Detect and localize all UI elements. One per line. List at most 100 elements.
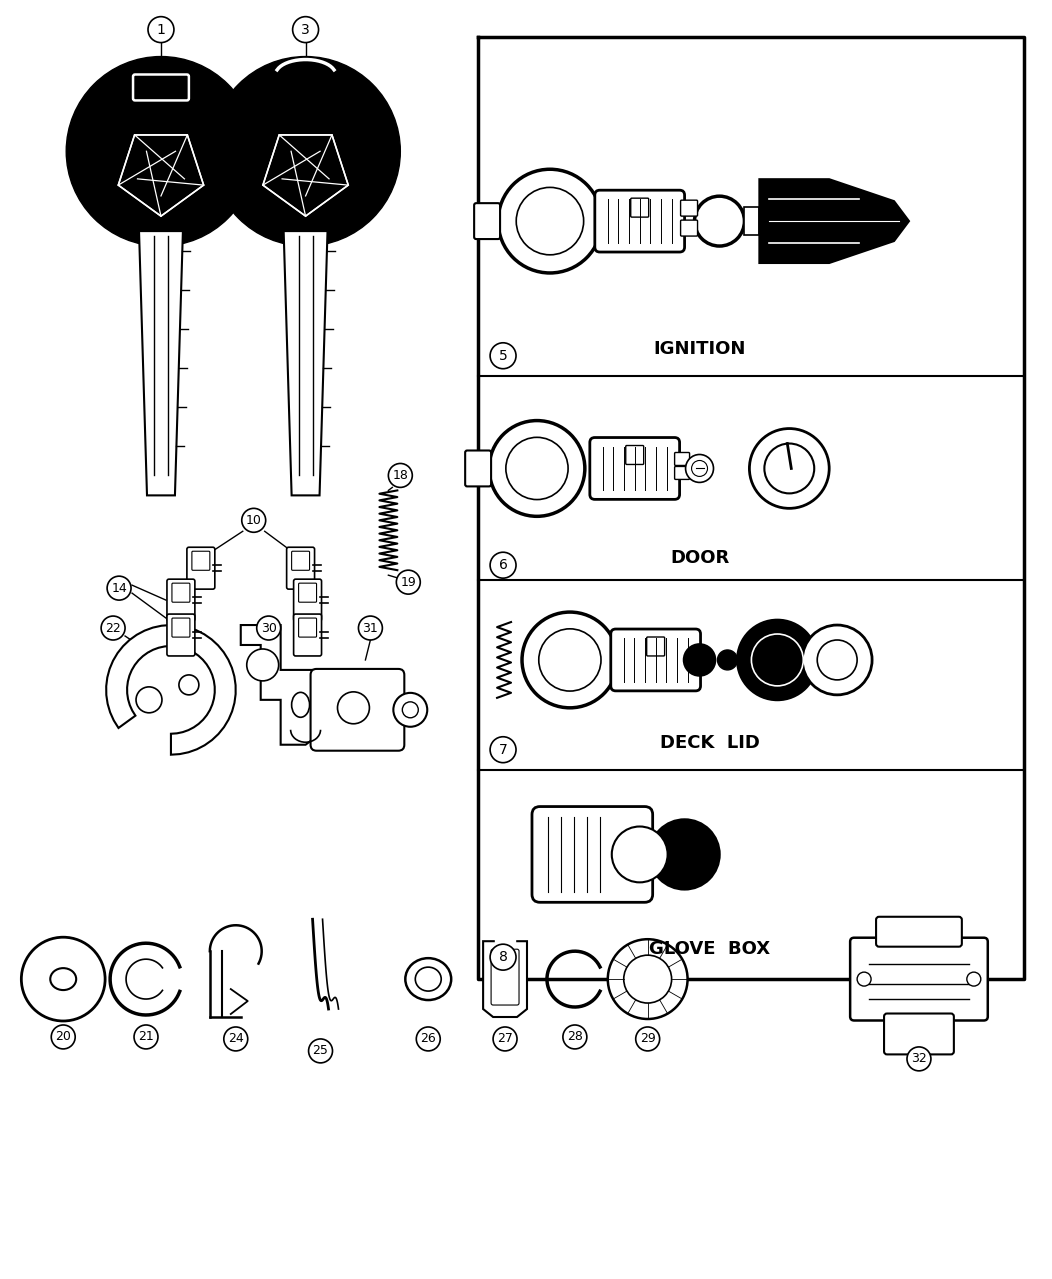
Circle shape (608, 939, 688, 1019)
PathPatch shape (241, 625, 325, 744)
Text: 30: 30 (261, 622, 277, 634)
Circle shape (749, 428, 829, 508)
Circle shape (397, 570, 421, 595)
Circle shape (210, 56, 401, 246)
Circle shape (751, 634, 804, 686)
Circle shape (624, 955, 671, 1003)
Polygon shape (139, 231, 183, 495)
Circle shape (308, 1039, 332, 1063)
Polygon shape (106, 625, 236, 755)
Ellipse shape (50, 968, 76, 990)
Circle shape (292, 17, 319, 42)
Text: 6: 6 (499, 558, 507, 572)
Circle shape (242, 508, 266, 532)
Text: 14: 14 (112, 582, 127, 595)
Circle shape (338, 692, 369, 724)
Circle shape (967, 972, 980, 986)
Text: 20: 20 (56, 1031, 72, 1044)
Text: 29: 29 (640, 1032, 655, 1045)
Text: 28: 28 (567, 1031, 583, 1044)
Text: 18: 18 (392, 469, 408, 482)
Circle shape (612, 826, 668, 883)
Circle shape (52, 1024, 75, 1049)
Ellipse shape (416, 967, 441, 991)
Text: 19: 19 (401, 576, 417, 588)
Circle shape (490, 737, 517, 762)
FancyBboxPatch shape (674, 467, 689, 480)
Text: 22: 22 (105, 622, 121, 634)
Circle shape (388, 463, 412, 487)
FancyBboxPatch shape (310, 669, 404, 751)
Text: 8: 8 (499, 950, 507, 964)
Text: 1: 1 (157, 23, 165, 37)
Circle shape (857, 972, 871, 986)
Text: 3: 3 (301, 23, 310, 37)
Circle shape (489, 421, 585, 517)
Circle shape (493, 1027, 517, 1051)
Circle shape (66, 56, 256, 246)
Text: DECK  LID: DECK LID (660, 734, 760, 752)
Circle shape (490, 553, 517, 578)
FancyBboxPatch shape (167, 579, 195, 622)
Circle shape (563, 1024, 587, 1049)
Circle shape (136, 687, 162, 712)
Polygon shape (483, 941, 527, 1017)
Text: 32: 32 (911, 1053, 927, 1065)
Circle shape (517, 188, 584, 255)
FancyBboxPatch shape (594, 191, 685, 252)
Circle shape (803, 625, 872, 694)
Circle shape (101, 616, 125, 640)
Circle shape (359, 616, 382, 640)
FancyBboxPatch shape (590, 437, 680, 499)
Circle shape (490, 944, 517, 971)
FancyBboxPatch shape (286, 547, 315, 590)
Circle shape (107, 576, 132, 600)
Circle shape (765, 444, 814, 494)
Circle shape (650, 820, 720, 889)
Text: 25: 25 (312, 1045, 328, 1058)
Circle shape (148, 17, 174, 42)
Polygon shape (745, 207, 760, 235)
Text: 31: 31 (363, 622, 379, 634)
Text: GLOVE  BOX: GLOVE BOX (649, 940, 770, 958)
FancyBboxPatch shape (674, 453, 689, 466)
Text: 7: 7 (499, 743, 507, 757)
Circle shape (490, 343, 517, 368)
Circle shape (179, 675, 199, 694)
FancyBboxPatch shape (681, 220, 697, 237)
Circle shape (224, 1027, 247, 1051)
Circle shape (635, 1027, 660, 1051)
FancyBboxPatch shape (532, 807, 652, 902)
Circle shape (257, 616, 281, 640)
Circle shape (737, 620, 817, 700)
FancyBboxPatch shape (876, 917, 962, 946)
FancyBboxPatch shape (167, 614, 195, 656)
Circle shape (21, 938, 105, 1021)
Circle shape (247, 648, 279, 680)
Text: 26: 26 (421, 1032, 437, 1045)
Circle shape (539, 629, 601, 691)
Circle shape (393, 693, 427, 726)
FancyBboxPatch shape (884, 1013, 954, 1054)
Text: 5: 5 (499, 349, 507, 363)
Text: 10: 10 (246, 514, 262, 527)
Circle shape (717, 650, 737, 670)
Text: DOOR: DOOR (670, 549, 729, 567)
FancyBboxPatch shape (850, 938, 988, 1021)
Circle shape (817, 640, 857, 680)
Circle shape (498, 169, 602, 272)
Text: IGNITION: IGNITION (653, 340, 746, 358)
FancyBboxPatch shape (611, 629, 701, 691)
Circle shape (417, 1027, 440, 1051)
Circle shape (694, 196, 745, 246)
Polygon shape (760, 179, 909, 263)
FancyBboxPatch shape (474, 203, 500, 239)
Ellipse shape (405, 958, 451, 1000)
Circle shape (402, 702, 419, 718)
Circle shape (522, 613, 618, 707)
Circle shape (907, 1048, 931, 1071)
Circle shape (691, 460, 708, 477)
Text: 24: 24 (228, 1032, 244, 1045)
Polygon shape (284, 231, 327, 495)
Circle shape (134, 1024, 158, 1049)
